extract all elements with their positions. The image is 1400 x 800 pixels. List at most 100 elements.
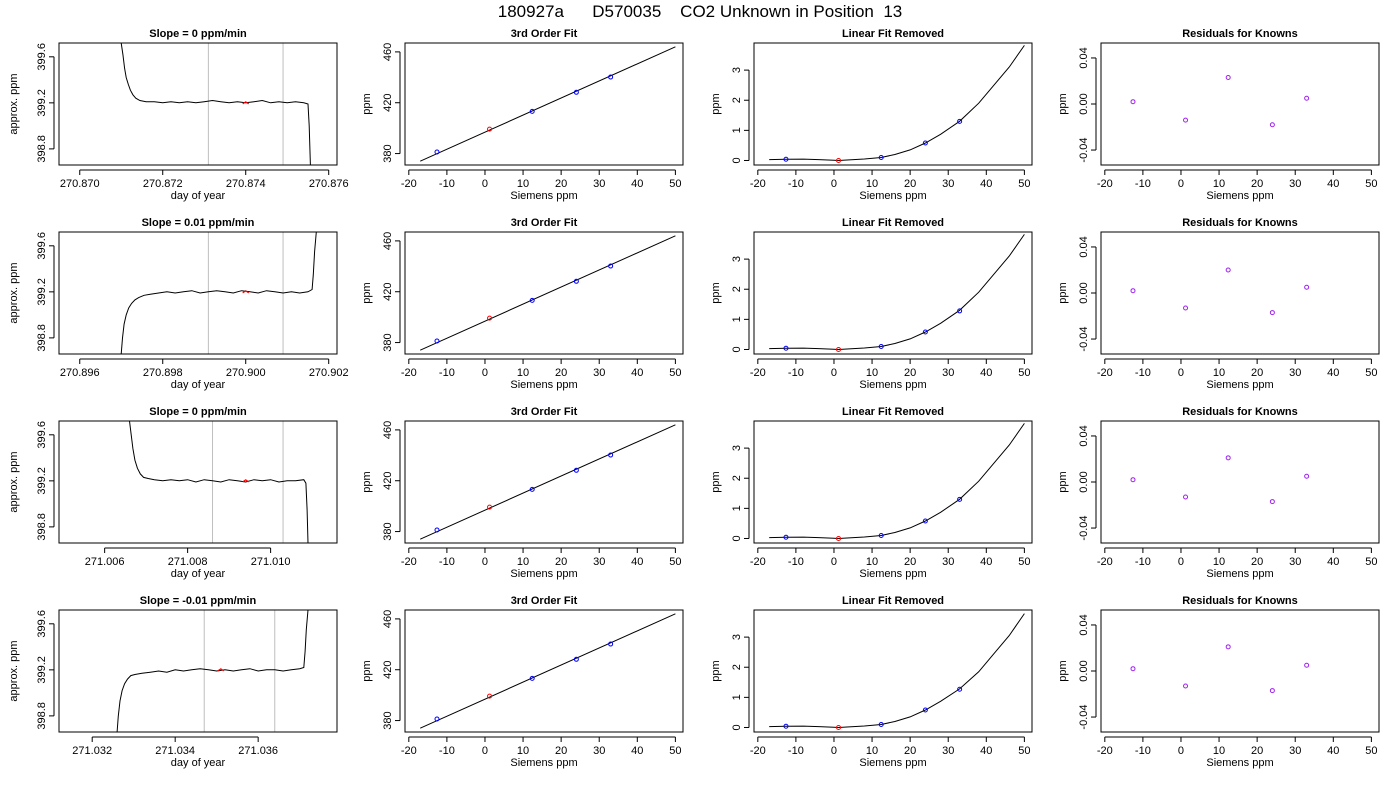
panel-resid-row-3: Residuals for Knowns -20 -10 0 10 20 30 40 50 Sie… [1057, 595, 1380, 769]
known-point [573, 656, 579, 662]
x-tick-label: 270.872 [143, 178, 183, 190]
y-axis-label: ppm [710, 471, 722, 492]
x-tick-label: 270.896 [60, 367, 100, 379]
page-title: 180927a D570035 CO2 Unknown in Position … [497, 2, 903, 21]
y-tick-label: 0 [731, 724, 743, 730]
y-tick-label: 380 [382, 333, 394, 351]
x-tick-label: 20 [555, 745, 567, 757]
known-point [1130, 288, 1136, 294]
x-axis-label: Siemens ppm [859, 379, 926, 391]
unknown-point [487, 693, 493, 699]
plot-area [116, 610, 309, 732]
x-tick-label: 50 [1018, 367, 1030, 379]
y-tick-label: 398.8 [36, 324, 48, 352]
x-tick-label: 0 [1178, 367, 1184, 379]
known-point [1183, 494, 1189, 500]
panel-frame [404, 420, 684, 544]
unknown-point [487, 504, 493, 510]
x-tick-label: 270.898 [143, 367, 183, 379]
y-tick-label: 0 [731, 535, 743, 541]
x-tick-label: 271.032 [72, 745, 112, 757]
x-tick-label: 10 [866, 367, 878, 379]
x-tick-label: 270.900 [226, 367, 266, 379]
panel-frame [753, 42, 1033, 166]
x-axis-label: day of year [171, 757, 226, 769]
series-line [129, 421, 309, 543]
y-tick-label: -0.04 [1078, 704, 1090, 729]
x-tick-label: -10 [439, 556, 455, 568]
panel-fit-row-3: 3rd Order Fit -20 -10 0 10 20 30 40 50 Siemens pp… [361, 595, 684, 769]
x-tick-label: -10 [788, 556, 804, 568]
x-tick-label: 10 [517, 367, 529, 379]
x-tick-label: 40 [1327, 178, 1339, 190]
y-axis-label: ppm [361, 93, 373, 114]
y-tick-label: 460 [382, 232, 394, 250]
x-tick-label: 50 [1365, 367, 1377, 379]
x-tick-label: 40 [631, 367, 643, 379]
y-tick-label: 398.8 [36, 513, 48, 541]
y-tick-label: 398.8 [36, 702, 48, 730]
x-axis-label: Siemens ppm [859, 568, 926, 580]
x-axis-label: Siemens ppm [1206, 757, 1273, 769]
series-line [116, 610, 309, 732]
panel-title: 3rd Order Fit [511, 595, 578, 607]
panel-frame [1100, 609, 1380, 733]
x-tick-label: 271.036 [238, 745, 278, 757]
unknown-point [836, 724, 842, 730]
panel-frame [404, 609, 684, 733]
x-axis-label: Siemens ppm [859, 757, 926, 769]
x-tick-label: -20 [750, 178, 766, 190]
x-tick-label: -10 [439, 178, 455, 190]
x-tick-label: 50 [669, 178, 681, 190]
known-point [1225, 644, 1231, 650]
y-tick-label: 0.04 [1078, 47, 1090, 68]
y-tick-label: 420 [382, 472, 394, 490]
x-tick-label: 0 [482, 178, 488, 190]
panel-fit-row-0: 3rd Order Fit -20 -10 0 10 20 30 40 50 Siemens pp… [361, 28, 684, 202]
x-tick-label: 30 [942, 556, 954, 568]
known-point [434, 716, 440, 722]
panel-frame [404, 42, 684, 166]
x-tick-label: -20 [1097, 367, 1113, 379]
x-tick-label: 20 [1251, 556, 1263, 568]
x-tick-label: 40 [631, 556, 643, 568]
known-point [783, 156, 789, 162]
plot-area [769, 234, 1025, 352]
known-point [1269, 499, 1275, 505]
x-tick-label: -20 [1097, 745, 1113, 757]
x-tick-label: 40 [631, 178, 643, 190]
x-tick-label: 0 [482, 556, 488, 568]
y-tick-label: 398.8 [36, 135, 48, 163]
panel-frame [1100, 42, 1380, 166]
x-tick-label: 10 [866, 178, 878, 190]
unknown-marker [242, 290, 250, 294]
x-tick-label: 271.034 [155, 745, 195, 757]
fit-curve [769, 45, 1025, 162]
y-axis-label: approx. ppm [8, 640, 20, 701]
series-line [120, 232, 317, 354]
fit-line [419, 424, 676, 540]
known-point [573, 89, 579, 95]
x-axis-label: Siemens ppm [510, 568, 577, 580]
unknown-point [836, 157, 842, 163]
x-tick-label: 50 [1018, 745, 1030, 757]
fit-line [419, 46, 676, 162]
fit-line [419, 235, 676, 351]
y-tick-label: 420 [382, 94, 394, 112]
y-axis-label: ppm [361, 282, 373, 303]
x-tick-label: 0 [482, 745, 488, 757]
known-point [922, 707, 928, 713]
known-point [1269, 688, 1275, 694]
x-axis-label: Siemens ppm [1206, 568, 1273, 580]
x-tick-label: 40 [980, 178, 992, 190]
y-tick-label: 3 [731, 634, 743, 640]
known-point [922, 329, 928, 335]
plot-area [419, 46, 676, 162]
y-tick-label: 399.2 [36, 89, 48, 117]
panel-title: 3rd Order Fit [511, 406, 578, 418]
known-point [957, 496, 963, 502]
panel-time-row-2: Slope = 0 ppm/min 271.006 271.008 271.010 da… [8, 406, 338, 580]
x-tick-label: 30 [942, 745, 954, 757]
known-point [1269, 310, 1275, 316]
y-tick-label: 460 [382, 421, 394, 439]
